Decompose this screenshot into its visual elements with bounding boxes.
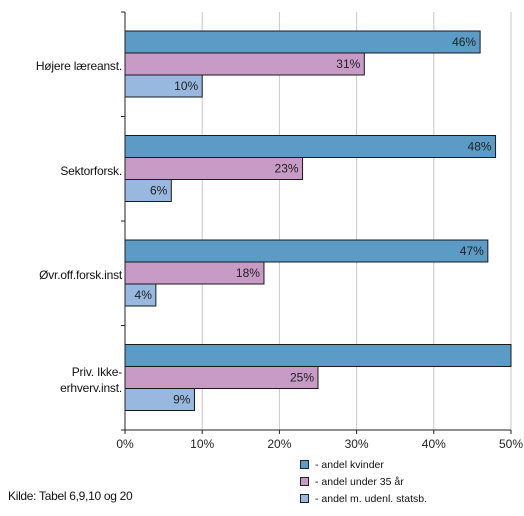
data-label-3-3: 4% [135, 288, 153, 302]
x-tick-label-40: 40% [422, 437, 446, 451]
bar-1-3 [124, 239, 489, 263]
data-label-2-3: 18% [236, 266, 260, 280]
category-label-line: Øvr.off.forsk.inst [39, 268, 122, 283]
x-tick-label-0: 0% [116, 437, 134, 451]
data-label-1-1: 46% [452, 35, 476, 49]
legend-label-kvinder: - andel kvinder [315, 458, 384, 471]
data-label-3-4: 9% [173, 393, 191, 407]
bar-1-4 [124, 344, 512, 367]
legend-item-udenl: - andel m. udenl. statsb. [300, 490, 427, 507]
source-note: Kilde: Tabel 6,9,10 og 20 [8, 489, 133, 503]
bar-2-1 [124, 52, 365, 76]
x-tick-label-50: 50% [499, 437, 523, 451]
legend: - andel kvinder - andel under 35 år - an… [300, 456, 427, 507]
data-label-2-2: 23% [275, 162, 299, 176]
category-label-line: erhverv.inst. [60, 380, 122, 395]
data-label-2-1: 31% [336, 57, 360, 71]
category-label-4: Priv. Ikke-erhverv.inst. [2, 364, 122, 396]
data-label-1-3: 47% [460, 244, 484, 258]
category-label-line: Sektorforsk. [60, 163, 122, 178]
legend-swatch-under-35 [300, 477, 309, 486]
category-label-2: Sektorforsk. [2, 163, 122, 179]
legend-swatch-kvinder [300, 460, 309, 469]
bar-1-2 [124, 135, 497, 158]
x-tick-label-30: 30% [345, 437, 369, 451]
legend-label-udenl: - andel m. udenl. statsb. [315, 492, 428, 505]
category-label-line: Priv. Ikke- [71, 364, 122, 379]
x-tick-label-10: 10% [190, 437, 214, 451]
category-label-1: Højere læreanst. [2, 58, 122, 74]
legend-swatch-udenl [300, 494, 309, 503]
legend-label-under-35: - andel under 35 år [315, 475, 404, 488]
legend-item-kvinder: - andel kvinder [300, 456, 427, 473]
data-label-1-2: 48% [468, 140, 492, 154]
x-tick-label-20: 20% [267, 437, 291, 451]
bar-1-1 [124, 30, 481, 54]
data-label-3-2: 6% [150, 184, 168, 198]
data-label-3-1: 10% [174, 79, 198, 93]
category-label-3: Øvr.off.forsk.inst [2, 267, 122, 283]
data-label-2-4: 25% [290, 371, 314, 385]
legend-item-under-35: - andel under 35 år [300, 473, 427, 490]
category-label-line: Højere læreanst. [35, 59, 122, 74]
